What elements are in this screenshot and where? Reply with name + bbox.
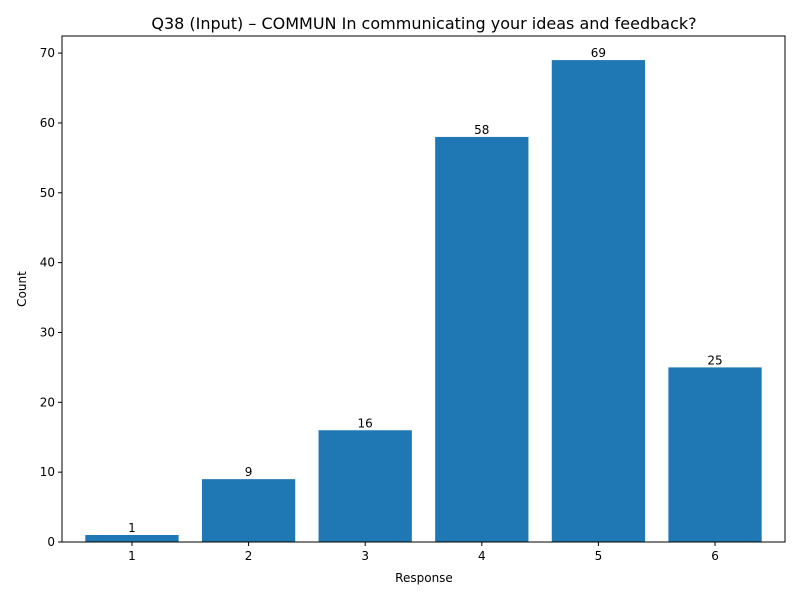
data-label-2: 9 <box>245 465 253 479</box>
y-tick-label-20: 20 <box>40 395 55 409</box>
chart-title: Q38 (Input) – COMMUN In communicating yo… <box>151 14 696 33</box>
data-label-3: 16 <box>358 416 373 430</box>
bar-2 <box>201 479 296 542</box>
bar-5 <box>551 60 646 542</box>
bar-3 <box>318 430 412 542</box>
y-tick-label-30: 30 <box>40 325 55 339</box>
y-axis-label: Count <box>15 271 29 307</box>
y-axis: 0 10 20 30 40 50 60 70 <box>40 46 62 549</box>
y-tick-label-50: 50 <box>40 186 55 200</box>
x-axis: 1 2 3 4 5 6 <box>128 542 719 563</box>
x-tick-label-4: 4 <box>478 549 486 563</box>
plot-frame <box>61 35 786 543</box>
bar-6 <box>668 367 762 542</box>
x-axis-label: Response <box>395 571 453 585</box>
y-tick-label-70: 70 <box>40 46 55 60</box>
y-tick-label-40: 40 <box>40 256 55 270</box>
x-tick-label-1: 1 <box>128 549 136 563</box>
data-label-1: 1 <box>128 521 136 535</box>
x-tick-label-3: 3 <box>361 549 369 563</box>
x-tick-label-6: 6 <box>711 549 719 563</box>
x-tick-label-2: 2 <box>245 549 253 563</box>
data-label-6: 25 <box>707 353 722 367</box>
data-label-4: 58 <box>474 123 489 137</box>
y-tick-label-0: 0 <box>47 535 55 549</box>
bar-1 <box>85 535 179 542</box>
y-tick-label-10: 10 <box>40 465 55 479</box>
y-tick-label-60: 60 <box>40 116 55 130</box>
plot-area: 1 9 16 58 69 25 <box>85 46 762 542</box>
x-tick-label-5: 5 <box>595 549 603 563</box>
data-label-5: 69 <box>591 46 606 60</box>
bar-4 <box>435 136 529 542</box>
